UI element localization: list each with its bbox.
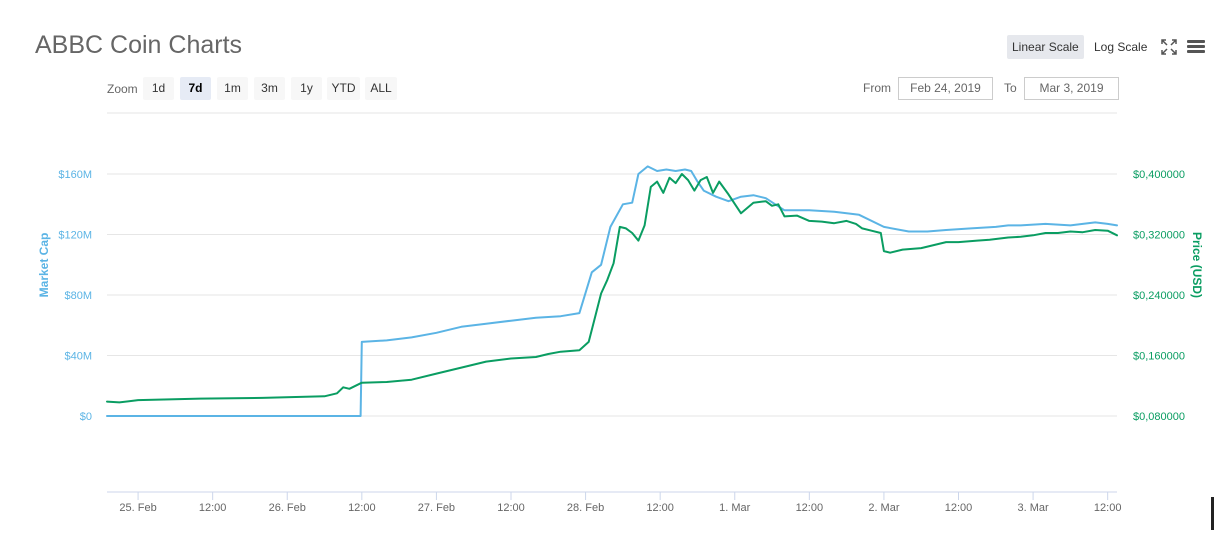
- zoom-3m-button[interactable]: 3m: [254, 77, 285, 100]
- from-date-input[interactable]: Feb 24, 2019: [898, 77, 993, 100]
- x-tick-label: 12:00: [945, 502, 973, 514]
- zoom-label: Zoom: [107, 82, 138, 96]
- y-left-tick-label: $40M: [64, 351, 92, 363]
- y-left-tick-label: $120M: [58, 230, 92, 242]
- linear-scale-button[interactable]: Linear Scale: [1007, 35, 1084, 59]
- x-tick-label: 12:00: [199, 502, 227, 514]
- y-left-axis-title: Market Cap: [37, 233, 51, 298]
- y-left-tick-label: $0: [80, 411, 92, 423]
- y-right-tick-label: $0,160000: [1133, 351, 1185, 363]
- to-label: To: [1004, 81, 1017, 95]
- from-label: From: [863, 81, 891, 95]
- y-right-tick-label: $0,320000: [1133, 230, 1185, 242]
- price-line: [106, 173, 1118, 404]
- x-tick-label: 1. Mar: [719, 502, 751, 514]
- zoom-all-button[interactable]: ALL: [365, 77, 397, 100]
- to-date-input[interactable]: Mar 3, 2019: [1024, 77, 1119, 100]
- zoom-7d-button[interactable]: 7d: [180, 77, 211, 100]
- market-cap-line: [106, 165, 1118, 417]
- x-tick-label: 12:00: [646, 502, 674, 514]
- x-tick-label: 28. Feb: [567, 502, 604, 514]
- y-right-tick-label: $0,240000: [1133, 290, 1185, 302]
- x-tick-label: 27. Feb: [418, 502, 455, 514]
- zoom-1y-button[interactable]: 1y: [291, 77, 322, 100]
- x-tick-label: 12:00: [796, 502, 824, 514]
- scrollbar-tab[interactable]: [1211, 497, 1214, 530]
- chart-title: ABBC Coin Charts: [35, 31, 243, 59]
- x-tick-label: 26. Feb: [269, 502, 306, 514]
- fullscreen-icon[interactable]: [1161, 39, 1177, 55]
- y-right-tick-label: $0,400000: [1133, 169, 1185, 181]
- y-right-axis-title: Price (USD): [1190, 232, 1204, 298]
- x-tick-label: 2. Mar: [868, 502, 900, 514]
- zoom-1m-button[interactable]: 1m: [217, 77, 248, 100]
- menu-icon[interactable]: [1187, 40, 1205, 54]
- zoom-1d-button[interactable]: 1d: [143, 77, 174, 100]
- x-tick-label: 12:00: [348, 502, 376, 514]
- x-tick-label: 25. Feb: [119, 502, 156, 514]
- zoom-ytd-button[interactable]: YTD: [327, 77, 360, 100]
- x-tick-label: 12:00: [497, 502, 525, 514]
- y-left-tick-label: $160M: [58, 169, 92, 181]
- x-tick-label: 3. Mar: [1017, 502, 1049, 514]
- x-tick-label: 12:00: [1094, 502, 1122, 514]
- log-scale-button[interactable]: Log Scale: [1094, 40, 1148, 54]
- y-left-tick-label: $80M: [64, 290, 92, 302]
- y-right-tick-label: $0,080000: [1133, 411, 1185, 423]
